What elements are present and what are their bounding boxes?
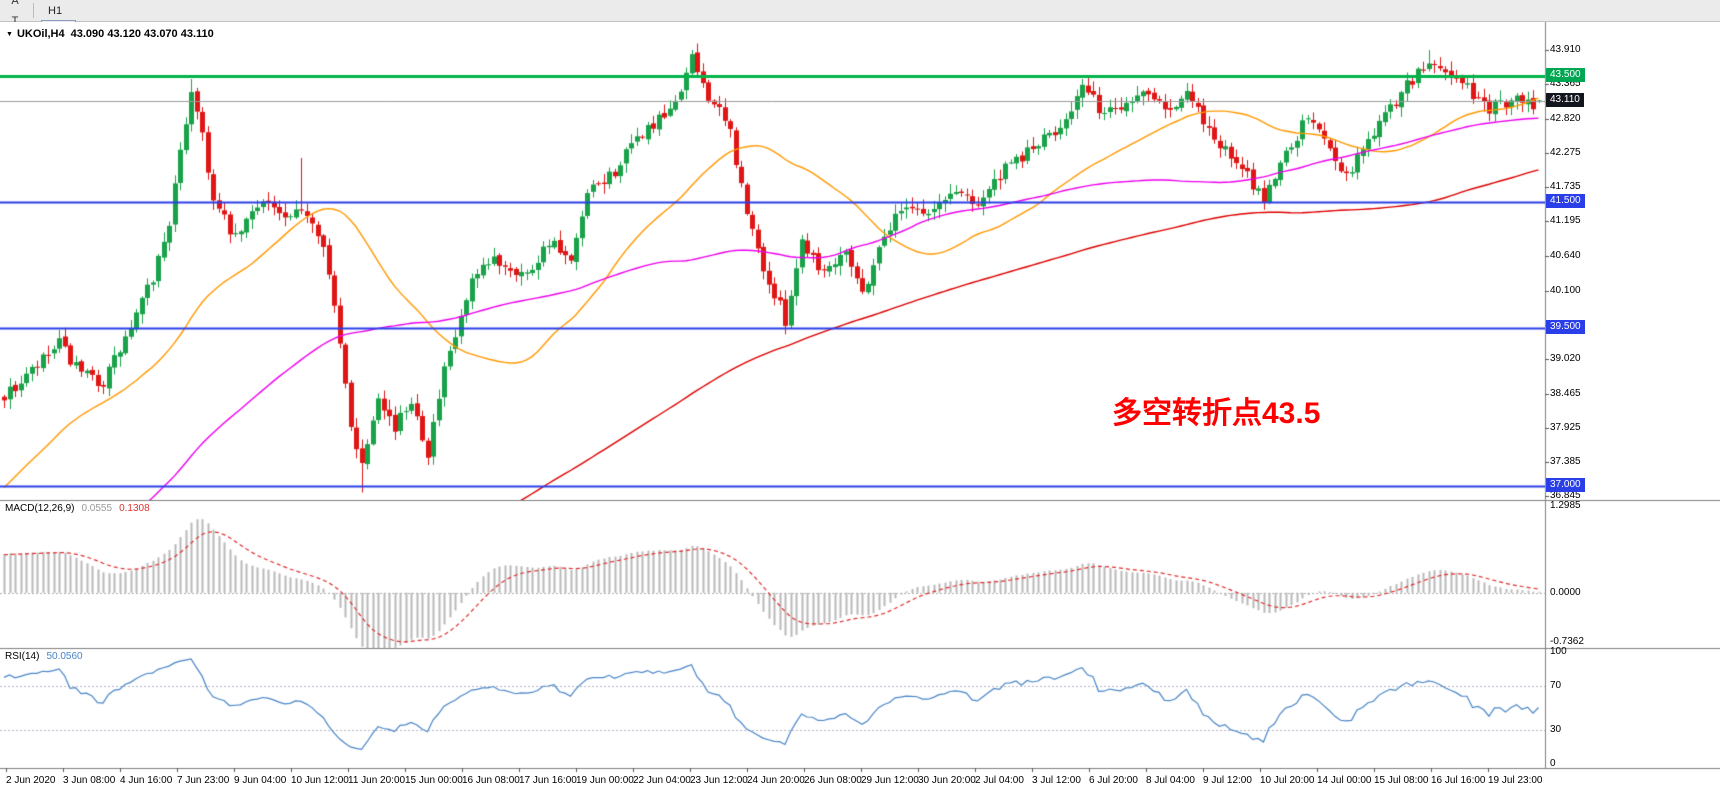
price-tick-label: 40.640 [1550, 250, 1581, 262]
time-axis-label: 11 Jun 20:00 [348, 775, 406, 786]
price-tick-label: 42.820 [1550, 112, 1581, 124]
time-axis-label: 16 Jun 08:00 [462, 775, 520, 786]
price-tick-label: 39.020 [1550, 352, 1581, 364]
price-tick-label: 43.365 [1550, 78, 1581, 90]
rsi-axis-label: 100 [1550, 646, 1567, 657]
toolbar: ▥AT▾ M1M5M15M30H1H4D1W1MN [0, 0, 1720, 89]
rsi-name: RSI(14) [5, 651, 40, 662]
macd-indicator-label: MACD(12,26,9) 0.0555 0.1308 [5, 503, 150, 514]
time-axis-label: 22 Jun 04:00 [633, 775, 691, 786]
price-tick-label: 43.910 [1550, 44, 1581, 55]
time-axis-label: 19 Jul 23:00 [1488, 775, 1543, 786]
rsi-axis-label: 30 [1550, 724, 1562, 736]
price-tick-label: 41.735 [1550, 181, 1581, 193]
macd-main-value: 0.0555 [81, 503, 113, 514]
rsi-indicator-label: RSI(14) 50.0560 [5, 651, 83, 662]
time-axis-label: 9 Jun 04:00 [234, 775, 287, 786]
time-axis-label: 19 Jun 00:00 [576, 775, 634, 786]
macd-axis-label: 1.2985 [1550, 500, 1581, 511]
macd-axis-label: 0.0000 [1550, 586, 1581, 598]
price-tick-label: 42.275 [1550, 147, 1581, 159]
time-axis-label: 29 Jun 12:00 [861, 775, 919, 786]
toolbar-separator [33, 3, 34, 18]
macd-name: MACD(12,26,9) [5, 503, 75, 514]
time-axis-label: 10 Jul 20:00 [1260, 775, 1315, 786]
time-axis-label: 14 Jul 00:00 [1317, 775, 1372, 786]
price-badge: 39.500 [1546, 320, 1585, 335]
time-axis-label: 15 Jul 08:00 [1374, 775, 1429, 786]
time-axis-label: 4 Jun 16:00 [120, 775, 173, 786]
price-badge: 37.000 [1546, 478, 1585, 493]
time-axis-label: 30 Jun 20:00 [918, 775, 976, 786]
time-axis-label: 3 Jun 08:00 [63, 775, 116, 786]
chart-menu-icon[interactable]: ▼ [6, 31, 13, 38]
time-axis-label: 23 Jun 12:00 [690, 775, 748, 786]
symbol-timeframe-label: UKOil,H4 [16, 28, 65, 40]
price-badge: 41.500 [1546, 194, 1585, 209]
time-axis-label: 24 Jun 20:00 [747, 775, 805, 786]
price-tick-label: 40.100 [1550, 284, 1581, 296]
rsi-axis-label: 0 [1550, 758, 1556, 769]
time-axis-label: 16 Jul 16:00 [1431, 775, 1486, 786]
time-axis-label: 10 Jun 12:00 [291, 775, 349, 786]
time-axis-label: 6 Jul 20:00 [1089, 775, 1138, 786]
macd-signal-value: 0.1308 [119, 503, 150, 514]
text-tool-icon[interactable]: A [11, 0, 19, 7]
price-badge: 43.500 [1546, 67, 1585, 82]
chart-canvas[interactable] [0, 22, 1720, 795]
ohlc-values: 43.090 43.120 43.070 43.110 [70, 28, 214, 40]
chart-title: ▼ UKOil,H4 43.090 43.120 43.070 43.110 [6, 28, 214, 40]
time-axis-label: 2 Jun 2020 [6, 775, 56, 786]
time-axis-label: 3 Jul 12:00 [1032, 775, 1081, 786]
price-tick-label: 37.385 [1550, 455, 1581, 467]
price-tick-label: 41.195 [1550, 215, 1581, 227]
price-tick-label: 38.465 [1550, 387, 1581, 399]
price-tick-label: 37.925 [1550, 421, 1581, 433]
price-badge: 43.110 [1546, 92, 1584, 107]
time-axis-label: 2 Jul 04:00 [975, 775, 1024, 786]
time-axis-label: 15 Jun 00:00 [405, 775, 463, 786]
time-axis-label: 9 Jul 12:00 [1203, 775, 1252, 786]
rsi-axis-label: 70 [1550, 679, 1562, 691]
time-axis-label: 26 Jun 08:00 [804, 775, 862, 786]
time-axis-label: 7 Jun 23:00 [177, 775, 230, 786]
rsi-value: 50.0560 [46, 651, 83, 662]
label-tool-icon[interactable]: T [11, 14, 19, 27]
macd-axis-label: -0.7362 [1550, 636, 1584, 647]
timeframe-button-h1[interactable]: H1 [48, 4, 63, 17]
time-axis-label: 17 Jun 16:00 [519, 775, 577, 786]
price-tick-label: 36.845 [1550, 490, 1581, 501]
chart-annotation[interactable]: 多空转折点43.5 [1112, 397, 1321, 430]
time-axis-label: 8 Jul 04:00 [1146, 775, 1195, 786]
